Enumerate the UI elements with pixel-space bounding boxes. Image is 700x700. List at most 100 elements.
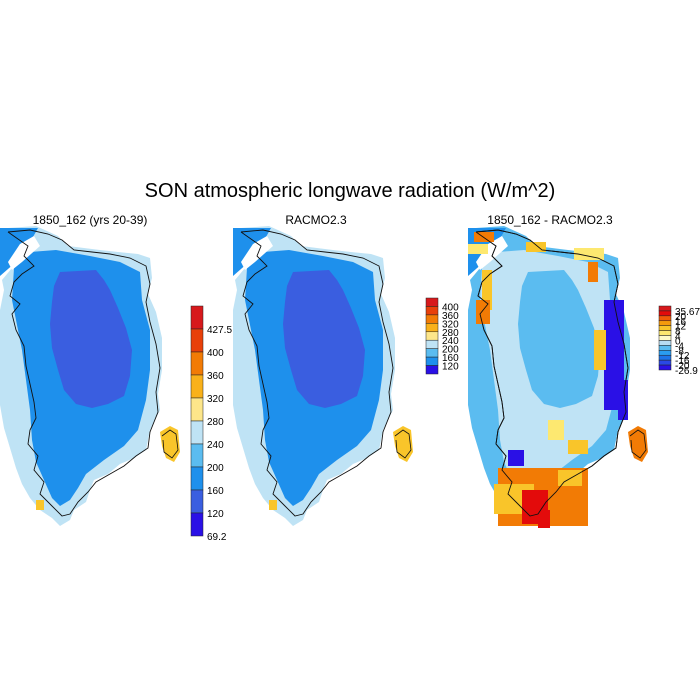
colorbar-swatch [658,330,672,336]
figure-title: SON atmospheric longwave radiation (W/m^… [144,180,556,202]
east-island-coast [629,429,647,459]
colorbar-swatch [425,331,439,341]
colorbar-swatch [190,420,204,445]
difference-anomaly-cell [526,242,546,252]
map-panel-racmo [233,226,413,526]
east-island-coast [161,429,179,459]
colorbar-swatch [425,365,439,375]
colorbar-swatch [190,374,204,399]
difference-anomaly-cell [548,420,564,440]
coastline [240,229,394,517]
colorbar-swatch [190,305,204,330]
colorbar-swatch [658,335,672,341]
colorbar-model: 427.5 400 360 320 280 240 200 160 120 69.2 [190,305,232,543]
colorbar-swatch [658,350,672,356]
colorbar-label: -20 [675,361,690,372]
colorbar-swatch [658,354,672,361]
east-island-coast [394,429,412,459]
colorbar-label: 8 [675,327,681,338]
colorbar-swatch [425,323,439,333]
colorbar-swatch [190,466,204,491]
colorbar-swatch [190,512,204,537]
difference-anomaly-cell [482,270,492,310]
colorbar-swatch [190,328,204,353]
colorbar-swatch [425,348,439,358]
colorbar-label: 320 [207,394,224,405]
panel-title-model: 1850_162 (yrs 20-39) [32,213,148,227]
colorbar-label: 427.5 [207,325,232,336]
colorbar-label: 360 [442,311,459,322]
colorbar-label: 280 [442,328,459,339]
colorbar-label: 16 [675,317,687,328]
difference-anomaly-cell [538,510,550,528]
greenland-interior [518,270,600,408]
colorbar-label: 240 [442,336,459,347]
colorbar-label: -16 [675,356,690,367]
colorbar-swatch [658,320,672,326]
colorbar-label: 35.67 [675,307,700,318]
colorbar-label: 69.2 [207,532,227,543]
coastline [475,229,629,517]
colorbar-swatch [658,364,672,371]
colorbar-label: -12 [675,351,690,362]
difference-anomaly-cell [574,248,604,260]
colorbar-swatch [190,351,204,376]
colorbar-label: 4 [675,332,681,343]
colorbar-label: 20 [675,312,687,323]
colorbar-label: 200 [442,345,459,356]
colorbar-label: 160 [442,353,459,364]
panel-title-racmo: RACMO2.3 [285,213,347,227]
panel-title-difference: 1850_162 - RACMO2.3 [487,213,613,227]
colorbar-label: 0 [675,336,681,347]
colorbar-swatch [658,310,672,317]
colorbar-label: -26.9 [675,366,698,377]
colorbar-label: 120 [442,362,459,373]
difference-anomaly-cell [474,232,494,242]
ocean-notch [476,236,508,270]
map-panel-difference [468,226,648,528]
colorbar-swatch [190,489,204,514]
colorbar-swatch [658,340,672,346]
difference-anomaly-cell [594,330,606,370]
colorbar-swatch [658,345,672,351]
difference-anomaly-cell [508,450,524,466]
colorbar-label: 160 [207,486,224,497]
coastline [7,229,161,517]
colorbar-label: -8 [675,346,684,357]
colorbar-swatch [658,305,672,312]
colorbar-label: 240 [207,440,224,451]
colorbar-swatch [425,339,439,349]
difference-anomaly-cell [588,262,598,282]
south-tip-patch [36,500,44,510]
colorbar-swatch [425,314,439,324]
colorbar-swatch [190,397,204,422]
colorbar-swatch [658,325,672,331]
ocean-notch [241,236,273,270]
colorbar-swatch [425,297,439,307]
colorbar-label: 360 [207,371,224,382]
colorbar-swatch [425,356,439,366]
colorbar-label: 120 [207,509,224,520]
difference-anomaly-cell [618,380,628,420]
colorbar-label: 400 [207,348,224,359]
difference-anomaly-cell [558,470,582,486]
colorbar-label: 12 [675,322,687,333]
greenland-interior [50,270,132,408]
colorbar-label: 320 [442,319,459,330]
colorbar-label: -4 [675,341,684,352]
colorbar-label: 400 [442,302,459,313]
colorbar-swatch [425,306,439,316]
colorbar-label: 200 [207,463,224,474]
ocean-notch [8,236,40,270]
difference-anomaly-cell [568,440,588,454]
colorbar-swatch [658,315,672,322]
colorbar-label: 280 [207,417,224,428]
difference-anomaly-cell [468,244,488,254]
greenland-interior [283,270,365,408]
south-tip-patch [269,500,277,510]
colorbar-swatch [190,443,204,468]
map-panel-model [0,226,180,526]
